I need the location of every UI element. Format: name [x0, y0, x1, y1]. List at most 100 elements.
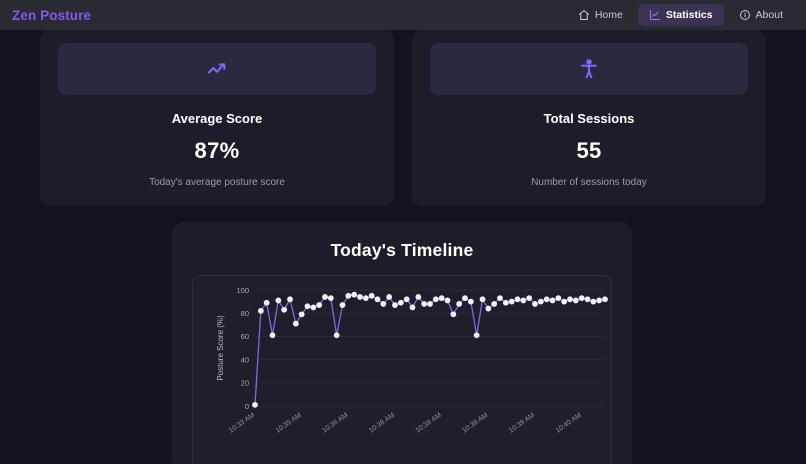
data-point-marker[interactable]: [392, 302, 398, 308]
data-point-marker[interactable]: [339, 302, 346, 308]
y-axis-tick-label: 40: [241, 355, 249, 364]
data-point-marker[interactable]: [467, 298, 474, 305]
nav-item-statistics[interactable]: Statistics: [637, 4, 724, 26]
data-point-marker[interactable]: [304, 303, 311, 310]
data-point-marker[interactable]: [403, 296, 410, 303]
nav-item-home-label: Home: [594, 9, 623, 21]
data-point-marker[interactable]: [526, 295, 533, 302]
data-point-marker[interactable]: [415, 294, 422, 300]
data-point-marker[interactable]: [351, 291, 358, 298]
data-point-marker[interactable]: [292, 320, 299, 327]
data-point-marker[interactable]: [456, 301, 463, 307]
x-axis-tick-label: 10:33 AM: [228, 412, 256, 435]
data-point-marker[interactable]: [596, 297, 603, 304]
stat-description: Today's average posture score: [149, 177, 285, 188]
nav-links: Home Statistics About: [567, 4, 794, 26]
trending-up-icon: [206, 58, 228, 80]
data-point-marker[interactable]: [572, 297, 579, 304]
navbar: Zen Posture Home Statistics: [0, 0, 806, 30]
data-point-marker[interactable]: [532, 301, 538, 307]
brand-logo[interactable]: Zen Posture: [12, 7, 92, 23]
data-point-marker[interactable]: [444, 297, 451, 304]
nav-item-statistics-label: Statistics: [665, 9, 713, 21]
data-point-marker[interactable]: [590, 298, 597, 305]
data-point-marker[interactable]: [438, 295, 445, 302]
data-point-marker[interactable]: [263, 299, 270, 306]
data-point-marker[interactable]: [578, 295, 585, 302]
data-point-marker[interactable]: [537, 298, 544, 305]
y-axis-tick-label: 60: [241, 332, 249, 341]
data-point-marker[interactable]: [555, 295, 562, 302]
accessibility-person-icon: [578, 58, 600, 80]
data-point-marker[interactable]: [327, 295, 334, 302]
data-point-marker[interactable]: [345, 292, 352, 299]
data-point-marker[interactable]: [602, 296, 608, 303]
data-point-marker[interactable]: [508, 298, 515, 305]
data-point-marker[interactable]: [298, 311, 305, 318]
data-point-marker[interactable]: [549, 297, 556, 304]
chart-title: Today's Timeline: [330, 240, 474, 260]
nav-item-about[interactable]: About: [728, 4, 794, 26]
data-point-marker[interactable]: [450, 311, 457, 318]
data-point-marker[interactable]: [567, 296, 573, 303]
stat-title: Average Score: [171, 111, 263, 126]
data-point-marker[interactable]: [462, 295, 468, 302]
data-point-marker[interactable]: [257, 307, 264, 314]
data-point-marker[interactable]: [502, 299, 509, 306]
data-point-marker[interactable]: [380, 301, 387, 307]
data-point-marker[interactable]: [316, 302, 323, 308]
data-point-marker[interactable]: [357, 294, 363, 300]
data-point-marker[interactable]: [514, 296, 521, 303]
home-icon: [578, 9, 590, 21]
data-point-marker[interactable]: [497, 295, 503, 302]
data-point-marker[interactable]: [310, 304, 317, 311]
data-point-marker[interactable]: [397, 299, 404, 306]
total-sessions-icon-box: [430, 43, 748, 95]
average-score-icon-box: [58, 43, 376, 95]
x-axis-tick-label: 10:36 AM: [321, 412, 349, 435]
data-point-marker[interactable]: [409, 304, 416, 311]
data-point-marker[interactable]: [333, 332, 340, 339]
stats-row: Average Score 87% Today's average postur…: [40, 30, 766, 206]
data-point-marker[interactable]: [421, 301, 428, 307]
data-point-marker[interactable]: [281, 306, 288, 313]
data-point-marker[interactable]: [427, 301, 433, 307]
data-point-marker[interactable]: [479, 296, 486, 303]
data-point-marker[interactable]: [275, 297, 282, 304]
data-point-marker[interactable]: [485, 305, 492, 312]
data-point-marker[interactable]: [561, 298, 568, 305]
data-point-marker[interactable]: [368, 292, 375, 299]
y-axis-tick-label: 100: [236, 286, 249, 295]
data-point-marker[interactable]: [543, 296, 550, 303]
stat-value: 55: [576, 138, 602, 163]
y-axis-tick-label: 80: [241, 309, 249, 318]
data-point-marker[interactable]: [252, 401, 258, 408]
timeline-chart-card: Today's Timeline 0 20 40 60 80 100 Posture Sco…: [172, 222, 632, 464]
data-point-marker[interactable]: [322, 294, 328, 300]
data-point-marker[interactable]: [432, 296, 439, 303]
data-point-marker[interactable]: [473, 332, 480, 339]
data-point-marker[interactable]: [269, 332, 276, 339]
info-icon: [739, 9, 751, 21]
stat-title: Total Sessions: [543, 111, 635, 126]
x-axis-tick-label: 10:38 AM: [461, 412, 489, 435]
y-axis-tick-label: 20: [241, 379, 249, 388]
timeline-chart-svg: 0 20 40 60 80 100 Posture Score (%) 10:33 AM 10:…: [216, 286, 608, 435]
data-point-marker[interactable]: [584, 296, 591, 303]
data-point-marker[interactable]: [374, 296, 381, 303]
x-axis-tick-label: 10:36 AM: [368, 412, 396, 435]
stat-card-average-score: Average Score 87% Today's average postur…: [40, 30, 394, 206]
x-axis-tick-label: 10:38 AM: [415, 412, 443, 435]
x-axis-tick-label: 10:35 AM: [275, 412, 303, 435]
data-point-marker[interactable]: [491, 301, 498, 307]
nav-item-home[interactable]: Home: [567, 4, 634, 26]
data-point-marker[interactable]: [520, 297, 527, 304]
data-point-marker[interactable]: [287, 296, 293, 303]
stat-card-total-sessions: Total Sessions 55 Number of sessions tod…: [412, 30, 766, 206]
x-axis-tick-label: 10:40 AM: [555, 412, 583, 435]
data-point-marker[interactable]: [386, 294, 393, 300]
stat-description: Number of sessions today: [531, 177, 647, 188]
timeline-chart-panel[interactable]: 0 20 40 60 80 100 Posture Score (%) 10:33 AM 10:…: [192, 275, 612, 464]
data-point-marker[interactable]: [362, 295, 369, 302]
